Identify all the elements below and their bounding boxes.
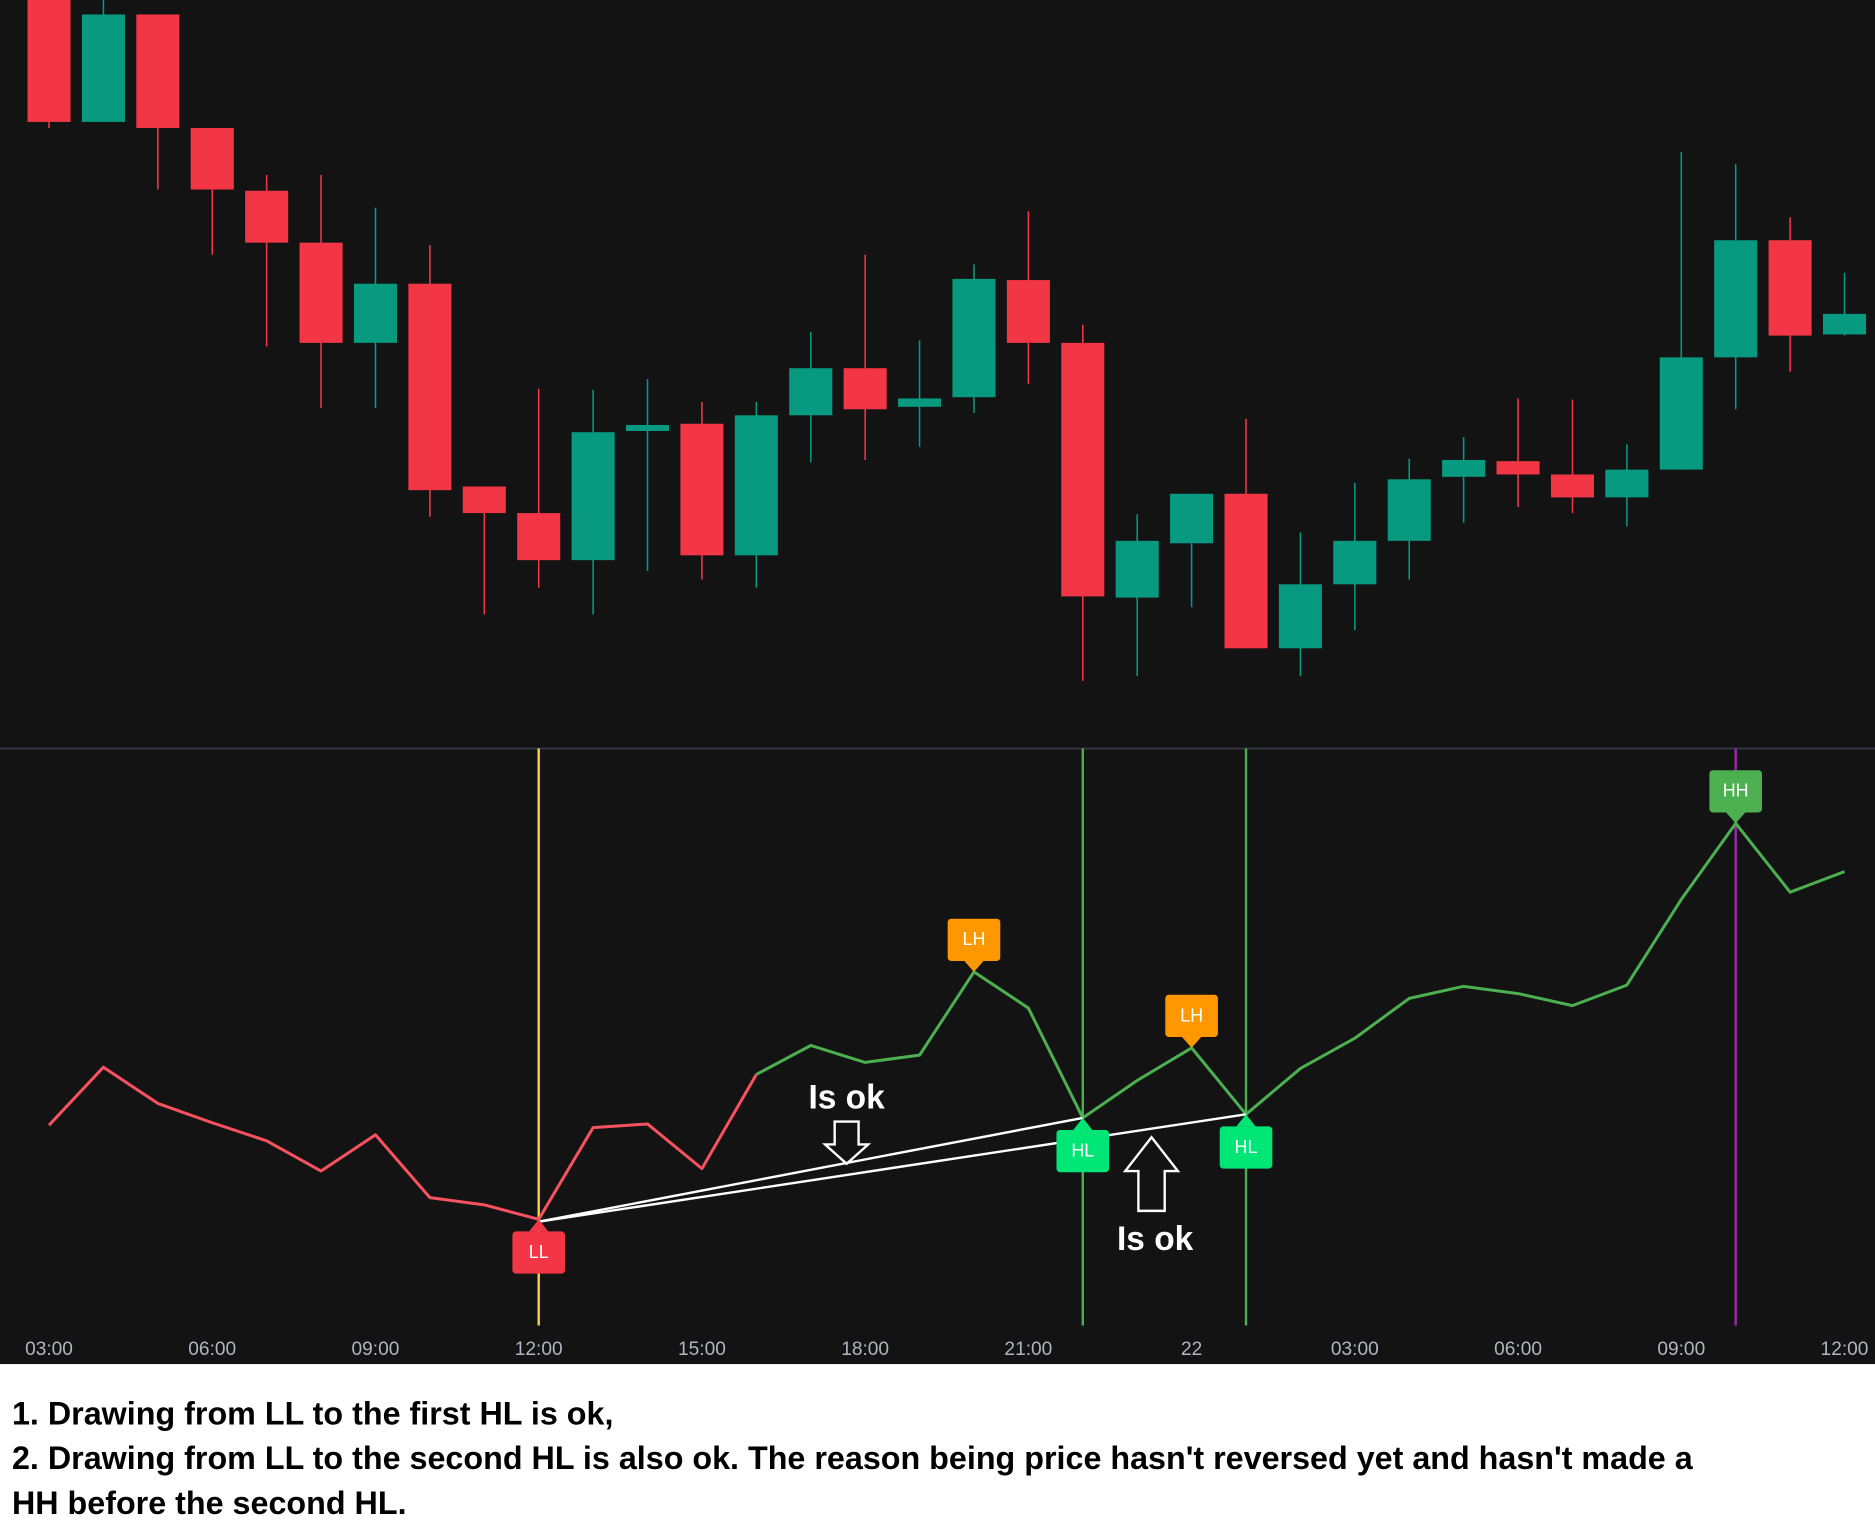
candle-body: [27, 0, 71, 122]
marker-box: [1219, 1126, 1273, 1169]
candle-body: [462, 486, 506, 514]
candle-body: [1278, 584, 1322, 649]
x-tick-label: 12:00: [515, 1339, 563, 1360]
trend-line: [538, 1116, 1084, 1223]
marker-box: [1165, 994, 1218, 1038]
x-tick-label: 21:00: [1004, 1339, 1052, 1360]
marker-label: LH: [1180, 1005, 1203, 1025]
candle-body: [353, 283, 398, 343]
indicator-line: [47, 1065, 758, 1221]
marker-label: LH: [963, 929, 986, 949]
x-tick-label: 09:00: [352, 1339, 400, 1360]
candle-body: [1768, 240, 1812, 336]
x-tick-label: 18:00: [841, 1339, 889, 1360]
candle-body: [1659, 357, 1703, 470]
candle-body: [1442, 459, 1486, 477]
x-tick-label: 12:00: [1821, 1339, 1869, 1360]
candle-body: [1605, 469, 1649, 498]
candle-body: [190, 127, 234, 190]
marker-box: [1056, 1129, 1110, 1173]
caption-line: 1. Drawing from LL to the first HL is ok…: [12, 1395, 613, 1431]
marker-label: LL: [529, 1242, 549, 1262]
trend-line: [538, 1113, 1247, 1223]
chart-background: [0, 0, 1875, 1365]
candle-body: [1714, 240, 1758, 358]
annotation-text: Is ok: [808, 1080, 885, 1117]
candle-body: [1550, 474, 1594, 498]
candle-body: [408, 283, 452, 491]
candle-body: [1822, 313, 1867, 335]
caption-background: [0, 1364, 1875, 1532]
marker-pointer: [529, 1219, 549, 1232]
candle-body: [517, 513, 561, 561]
marker-pointer: [964, 960, 984, 972]
annotation-arrow: [1122, 1135, 1181, 1213]
candle-body: [898, 398, 942, 407]
indicator-line: [755, 821, 1846, 1120]
marker-box: [947, 918, 1001, 961]
candle-body: [789, 368, 833, 416]
caption-line: HH before the second HL.: [12, 1485, 407, 1521]
x-tick-label: 06:00: [188, 1339, 236, 1360]
candle-body: [625, 424, 670, 431]
candle-body: [136, 14, 180, 128]
marker-label: HH: [1723, 781, 1749, 801]
candle-body: [680, 423, 724, 556]
candle-body: [1170, 493, 1214, 544]
marker-label: HL: [1235, 1137, 1258, 1157]
marker-label: HL: [1071, 1140, 1094, 1160]
candle-body: [299, 242, 343, 343]
candle-body: [1224, 493, 1268, 649]
marker-box: [512, 1231, 566, 1274]
candle-body: [81, 14, 125, 122]
x-tick-label: 06:00: [1494, 1339, 1542, 1360]
annotation-text: Is ok: [1117, 1221, 1194, 1258]
candle-body: [734, 415, 778, 556]
x-tick-label: 15:00: [678, 1339, 726, 1360]
caption-line: 2. Drawing from LL to the second HL is a…: [12, 1440, 1694, 1476]
candle-body: [952, 278, 996, 398]
marker-pointer: [1073, 1117, 1093, 1130]
x-tick-label: 03:00: [1331, 1339, 1379, 1360]
candle-body: [1496, 461, 1540, 475]
candle-body: [1061, 342, 1105, 597]
marker-pointer: [1726, 812, 1746, 824]
x-tick-label: 09:00: [1657, 1339, 1705, 1360]
candle-body: [571, 432, 615, 561]
marker-box: [1709, 770, 1762, 813]
marker-pointer: [1236, 1114, 1256, 1127]
candle-body: [1115, 540, 1159, 598]
x-tick-label: 22: [1181, 1339, 1202, 1360]
x-tick-label: 03:00: [25, 1339, 73, 1360]
marker-pointer: [1182, 1037, 1202, 1048]
candle-body: [843, 368, 887, 410]
candle-body: [1387, 479, 1431, 541]
annotation-arrow: [821, 1120, 872, 1166]
candle-body: [1006, 280, 1050, 343]
candle-body: [1333, 540, 1377, 585]
candle-body: [245, 190, 289, 243]
